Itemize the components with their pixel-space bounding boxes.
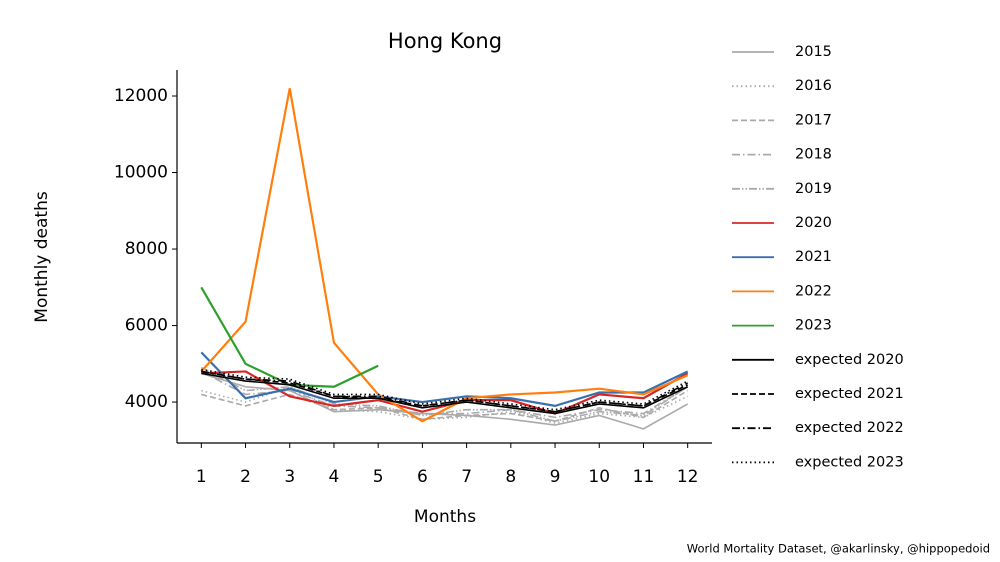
legend-label: 2020	[795, 215, 832, 231]
series-line	[200, 88, 689, 423]
y-axis-label: Monthly deaths	[32, 191, 52, 323]
x-tick-label: 5	[373, 467, 384, 487]
chart-title: Hong Kong	[388, 29, 502, 53]
legend-label: expected 2022	[795, 420, 904, 436]
x-tick-label: 6	[417, 467, 428, 487]
y-tick-label: 8000	[125, 239, 168, 259]
legend-label: 2017	[795, 112, 832, 128]
series-line	[200, 366, 689, 423]
series-line	[201, 370, 689, 413]
x-tick-label: 2	[240, 467, 251, 487]
series-line	[201, 370, 689, 415]
x-axis-label: Months	[414, 507, 476, 527]
x-tick-label: 3	[284, 467, 295, 487]
legend-label: 2016	[795, 78, 832, 94]
series-line	[201, 368, 689, 411]
x-tick-label: 7	[461, 467, 472, 487]
y-tick-label: 12000	[114, 86, 168, 106]
y-tick-label: 10000	[114, 163, 168, 183]
x-tick-label: 12	[677, 467, 699, 487]
legend-label: expected 2021	[795, 386, 904, 402]
legend-label: 2015	[795, 44, 832, 60]
legend-label: 2019	[795, 181, 832, 197]
series-line	[200, 351, 689, 408]
y-tick-label: 4000	[125, 392, 168, 412]
legend-label: expected 2023	[795, 454, 904, 470]
legend-label: expected 2020	[795, 352, 904, 368]
x-tick-label: 4	[329, 467, 340, 487]
series-line	[201, 370, 689, 413]
legend-label: 2022	[795, 283, 832, 299]
series-line	[201, 385, 689, 424]
series-line	[201, 389, 689, 423]
legend-label: 2021	[795, 249, 832, 265]
legend-label: 2018	[795, 147, 832, 163]
x-tick-label: 9	[550, 467, 561, 487]
x-tick-label: 10	[588, 467, 610, 487]
y-tick-label: 6000	[125, 316, 168, 336]
x-tick-label: 8	[505, 467, 516, 487]
x-tick-label: 11	[633, 467, 655, 487]
series-line	[200, 370, 689, 419]
source: World Mortality Dataset, @akarlinsky, @h…	[687, 542, 990, 556]
series-line	[201, 372, 689, 415]
x-tick-label: 1	[196, 467, 207, 487]
legend-label: 2023	[795, 318, 832, 334]
